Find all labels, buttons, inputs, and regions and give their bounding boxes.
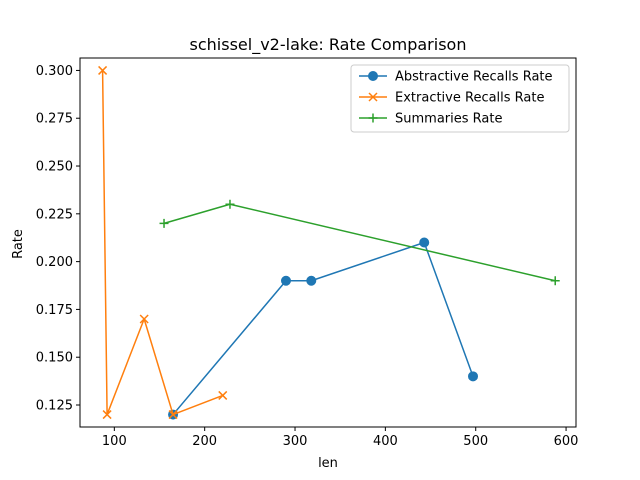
series-2-point: [218, 390, 228, 400]
legend-marker: [368, 92, 378, 102]
legend-item-1: Abstractive Recalls Rate: [359, 70, 553, 85]
series-1: [168, 237, 479, 420]
plot-area: 100 200 300 400 500 600 0.125 0.150 0.175 0.200 0.…: [36, 57, 579, 449]
series-3-point: [225, 199, 235, 209]
series-2-point-stroke-b: [102, 410, 112, 420]
legend-marker-stroke-b: [368, 92, 378, 102]
x-axis-label: len: [318, 456, 338, 471]
x-tick-label: 400: [373, 434, 398, 449]
series-3: [159, 199, 560, 286]
series-2: [98, 65, 228, 420]
series-2-point: [139, 314, 149, 324]
legend-marker: [368, 71, 378, 81]
chart-title: schissel_v2-lake: Rate Comparison: [190, 35, 467, 55]
series-1-point: [280, 275, 291, 286]
legend-label: Extractive Recalls Rate: [395, 91, 545, 106]
legend-label: Summaries Rate: [395, 112, 502, 127]
x-tick-label: 200: [192, 434, 217, 449]
series-2-point-stroke-b: [168, 410, 178, 420]
legend-marker: [368, 113, 378, 123]
series-1-point: [306, 275, 317, 286]
y-tick-label: 0.200: [36, 255, 73, 270]
axes-frame: [79, 57, 577, 428]
series-2-point: [102, 410, 112, 420]
legend-label: Abstractive Recalls Rate: [395, 70, 553, 85]
series-2-point-stroke-b: [218, 390, 228, 400]
series-3-point: [550, 276, 560, 286]
x-tick-label: 500: [463, 434, 488, 449]
x-tick-label: 100: [102, 434, 127, 449]
legend-box: [350, 64, 570, 133]
x-tick-label: 600: [554, 434, 579, 449]
y-tick-label: 0.125: [36, 399, 73, 414]
y-tick-label: 0.300: [36, 64, 73, 79]
y-tick-label: 0.150: [36, 351, 73, 366]
series-1-point: [419, 237, 430, 248]
series-2-point: [98, 65, 108, 75]
y-tick-label: 0.250: [36, 160, 73, 175]
series-2-point-stroke-b: [98, 65, 108, 75]
series-2-point-stroke-b: [139, 314, 149, 324]
legend-item-3: Summaries Rate: [359, 112, 502, 127]
legend-item-2: Extractive Recalls Rate: [359, 91, 545, 106]
series-1-point: [468, 371, 479, 382]
series-2-point: [168, 410, 178, 420]
y-tick-label: 0.275: [36, 112, 73, 127]
y-tick-label: 0.175: [36, 303, 73, 318]
series-3-point: [159, 218, 169, 228]
y-axis-label: Rate: [11, 229, 26, 259]
y-tick-label: 0.225: [36, 207, 73, 222]
legend: Abstractive Recalls Rate Extractive Recal…: [350, 64, 570, 133]
x-tick-label: 300: [283, 434, 308, 449]
